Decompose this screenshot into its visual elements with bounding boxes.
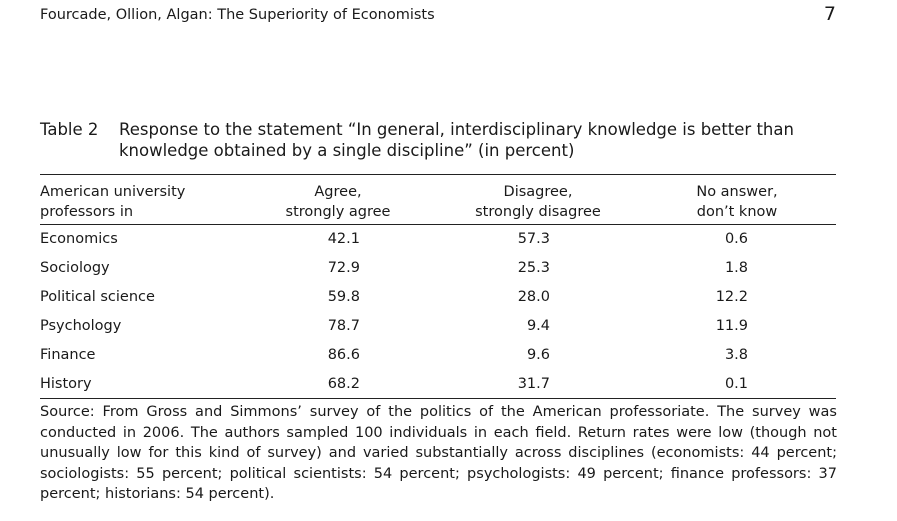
row-disagree-value: 57.3	[517, 231, 550, 247]
column-header-line: Disagree,	[503, 184, 573, 200]
column-header-line: professors in	[40, 204, 134, 220]
column-header-discipline: American university professors in	[40, 182, 185, 222]
row-no-answer-value: 1.8	[724, 260, 748, 276]
row-agree-value: 42.1	[327, 231, 360, 247]
table-bottom-rule	[40, 398, 836, 399]
row-agree-value: 78.7	[327, 318, 360, 334]
row-discipline: History	[40, 376, 92, 392]
table-row: Sociology 72.9 25.3 1.8	[0, 257, 897, 286]
table-row: Finance 86.6 9.6 3.8	[0, 344, 897, 373]
row-no-answer-value: 12.2	[715, 289, 748, 305]
row-disagree-value: 31.7	[517, 376, 550, 392]
row-agree-value: 86.6	[327, 347, 360, 363]
table-row: Political science 59.8 28.0 12.2	[0, 286, 897, 315]
table-row: History 68.2 31.7 0.1	[0, 373, 897, 402]
row-agree-value: 59.8	[327, 289, 360, 305]
row-discipline: Sociology	[40, 260, 110, 276]
column-header-line: No answer,	[696, 184, 778, 200]
table-top-rule	[40, 174, 836, 175]
page-number: 7	[823, 3, 836, 25]
row-disagree-value: 9.6	[526, 347, 550, 363]
column-header-line: American university	[40, 184, 186, 200]
row-no-answer-value: 11.9	[715, 318, 748, 334]
row-discipline: Psychology	[40, 318, 122, 334]
row-disagree-value: 9.4	[526, 318, 550, 334]
row-agree-value: 68.2	[327, 376, 360, 392]
row-discipline: Political science	[40, 289, 155, 305]
row-no-answer-value: 0.6	[724, 231, 748, 247]
table-row: Economics 42.1 57.3 0.6	[0, 228, 897, 257]
column-header-agree: Agree, strongly agree	[268, 182, 408, 222]
row-discipline: Finance	[40, 347, 96, 363]
column-header-line: strongly disagree	[475, 204, 601, 220]
column-header-line: don’t know	[696, 204, 778, 220]
column-header-line: strongly agree	[285, 204, 391, 220]
column-header-disagree: Disagree, strongly disagree	[463, 182, 613, 222]
column-header-no-answer: No answer, don’t know	[667, 182, 807, 222]
row-disagree-value: 28.0	[517, 289, 550, 305]
table-caption: Table 2 Response to the statement “In ge…	[40, 119, 830, 161]
table-body: Economics 42.1 57.3 0.6 Sociology 72.9 2…	[0, 228, 897, 402]
table-source-note: Source: From Gross and Simmons’ survey o…	[40, 404, 837, 502]
column-header-line: Agree,	[314, 184, 362, 200]
row-no-answer-value: 3.8	[724, 347, 748, 363]
row-no-answer-value: 0.1	[724, 376, 748, 392]
running-title: Fourcade, Ollion, Algan: The Superiority…	[40, 7, 435, 23]
row-agree-value: 72.9	[327, 260, 360, 276]
table-caption-text: Response to the statement “In general, i…	[119, 120, 794, 160]
row-discipline: Economics	[40, 231, 118, 247]
table-label: Table 2	[40, 120, 99, 139]
row-disagree-value: 25.3	[517, 260, 550, 276]
table-row: Psychology 78.7 9.4 11.9	[0, 315, 897, 344]
table-header-rule	[40, 224, 836, 225]
